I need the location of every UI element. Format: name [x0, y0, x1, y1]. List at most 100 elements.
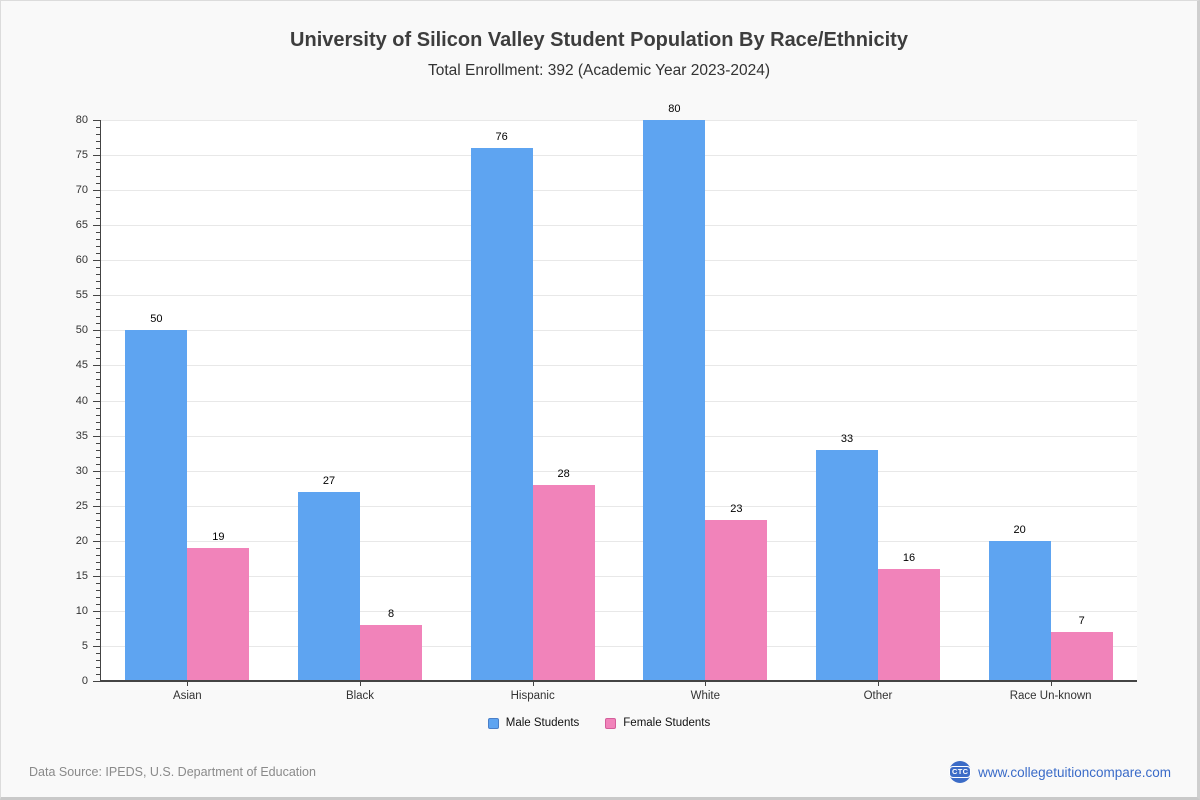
y-tick-38 — [96, 414, 100, 416]
y-tick-42 — [96, 386, 100, 388]
y-tick-0 — [93, 681, 100, 682]
y-tick-67 — [96, 211, 100, 213]
y-tick-75 — [93, 155, 100, 157]
y-axis-label-20: 20 — [75, 534, 88, 547]
y-tick-30 — [93, 470, 100, 472]
y-tick-71 — [96, 183, 100, 185]
footer: Data Source: IPEDS, U.S. Department of E… — [29, 759, 1171, 785]
x-axis-label-asian: Asian — [172, 690, 202, 702]
y-axis-label-25: 25 — [75, 499, 88, 512]
x-axis-label-hispanic: Hispanic — [510, 690, 555, 702]
y-tick-45 — [93, 365, 100, 367]
gridline-y-40 — [101, 400, 1137, 402]
bar-female-students-black[interactable] — [360, 624, 422, 681]
y-axis-label-5: 5 — [81, 639, 88, 652]
y-tick-4 — [96, 652, 100, 654]
gridline-y-20 — [101, 540, 1137, 542]
legend-item-male-students[interactable]: Male Students — [487, 717, 579, 729]
value-label-male-students-black: 27 — [322, 474, 336, 487]
y-tick-46 — [96, 358, 100, 360]
y-tick-78 — [96, 134, 100, 136]
y-tick-49 — [96, 337, 100, 339]
brand-link[interactable]: CTC www.collegetuitioncompare.com — [949, 761, 1171, 783]
bar-female-students-race-un-known[interactable] — [1050, 631, 1113, 681]
y-tick-69 — [96, 197, 100, 199]
y-tick-53 — [96, 309, 100, 311]
gridline-y-15 — [101, 575, 1137, 577]
y-tick-77 — [96, 141, 100, 143]
x-tick-white — [705, 682, 707, 686]
y-tick-28 — [96, 484, 100, 486]
y-tick-54 — [96, 302, 100, 304]
bar-male-students-black[interactable] — [298, 491, 360, 681]
y-tick-65 — [93, 225, 100, 227]
gridline-y-50 — [101, 330, 1137, 332]
bar-female-students-white[interactable] — [705, 519, 768, 681]
x-axis-line — [100, 680, 1137, 682]
x-axis-label-black: Black — [345, 690, 375, 702]
y-axis-label-0: 0 — [81, 675, 88, 687]
y-tick-66 — [96, 218, 100, 220]
y-tick-64 — [96, 232, 100, 234]
y-tick-8 — [96, 624, 100, 626]
y-tick-22 — [96, 526, 100, 528]
y-tick-48 — [96, 344, 100, 346]
y-tick-31 — [96, 463, 100, 465]
bar-male-students-asian[interactable] — [125, 330, 188, 681]
value-label-female-students-asian: 19 — [212, 530, 225, 543]
value-label-male-students-hispanic: 76 — [495, 131, 508, 144]
gridline-y-80 — [101, 120, 1137, 121]
y-tick-17 — [96, 561, 100, 563]
y-tick-13 — [96, 589, 100, 591]
bar-male-students-hispanic[interactable] — [470, 148, 533, 681]
x-tick-race-un-known — [1050, 682, 1052, 686]
y-tick-23 — [96, 519, 100, 521]
plot-wrap: 50 27 76 80 33 20 19 8 28 23 16 7 0 5 10 15 20 25 30 35 40 45… — [76, 103, 1137, 702]
y-tick-34 — [96, 442, 100, 444]
y-tick-12 — [96, 596, 100, 598]
y-tick-59 — [96, 267, 100, 269]
y-tick-24 — [96, 512, 100, 514]
y-tick-33 — [96, 449, 100, 451]
y-axis-label-55: 55 — [75, 289, 88, 302]
chart-title: University of Silicon Valley Student Pop… — [290, 29, 908, 51]
y-tick-6 — [96, 638, 100, 640]
y-axis-line — [100, 120, 101, 681]
gridline-y-65 — [101, 225, 1137, 227]
y-tick-70 — [93, 190, 100, 192]
y-tick-11 — [96, 603, 100, 605]
value-label-female-students-race-un-known: 7 — [1078, 614, 1085, 627]
bar-female-students-asian[interactable] — [187, 547, 250, 681]
x-tick-hispanic — [532, 682, 534, 686]
ctc-logo-icon: CTC — [949, 761, 972, 783]
brand-url: www.collegetuitioncompare.com — [978, 764, 1171, 780]
y-tick-14 — [96, 582, 100, 584]
legend-marker-male-students-icon — [487, 717, 499, 729]
bar-female-students-other[interactable] — [878, 568, 940, 681]
y-axis-label-60: 60 — [75, 254, 88, 267]
y-tick-62 — [96, 246, 100, 248]
y-tick-3 — [96, 659, 100, 661]
bar-male-students-race-un-known[interactable] — [988, 540, 1051, 681]
bar-male-students-white[interactable] — [643, 120, 706, 681]
gridline-y-10 — [101, 610, 1137, 612]
y-tick-58 — [96, 274, 100, 276]
y-axis-label-10: 10 — [75, 604, 88, 617]
y-tick-25 — [93, 505, 100, 507]
gridline-y-60 — [101, 260, 1137, 262]
y-tick-74 — [96, 162, 100, 164]
y-tick-18 — [96, 554, 100, 556]
gridline-y-5 — [101, 645, 1137, 647]
y-tick-21 — [96, 533, 100, 535]
y-axis-label-80: 80 — [75, 114, 88, 126]
bar-female-students-hispanic[interactable] — [532, 484, 595, 681]
value-label-female-students-black: 8 — [387, 607, 395, 620]
value-label-male-students-other: 33 — [840, 432, 854, 445]
y-tick-80 — [93, 120, 100, 121]
x-tick-black — [360, 682, 361, 686]
legend-item-female-students[interactable]: Female Students — [605, 717, 710, 729]
bar-male-students-other[interactable] — [816, 449, 878, 681]
y-tick-39 — [96, 407, 100, 409]
y-tick-73 — [96, 169, 100, 171]
